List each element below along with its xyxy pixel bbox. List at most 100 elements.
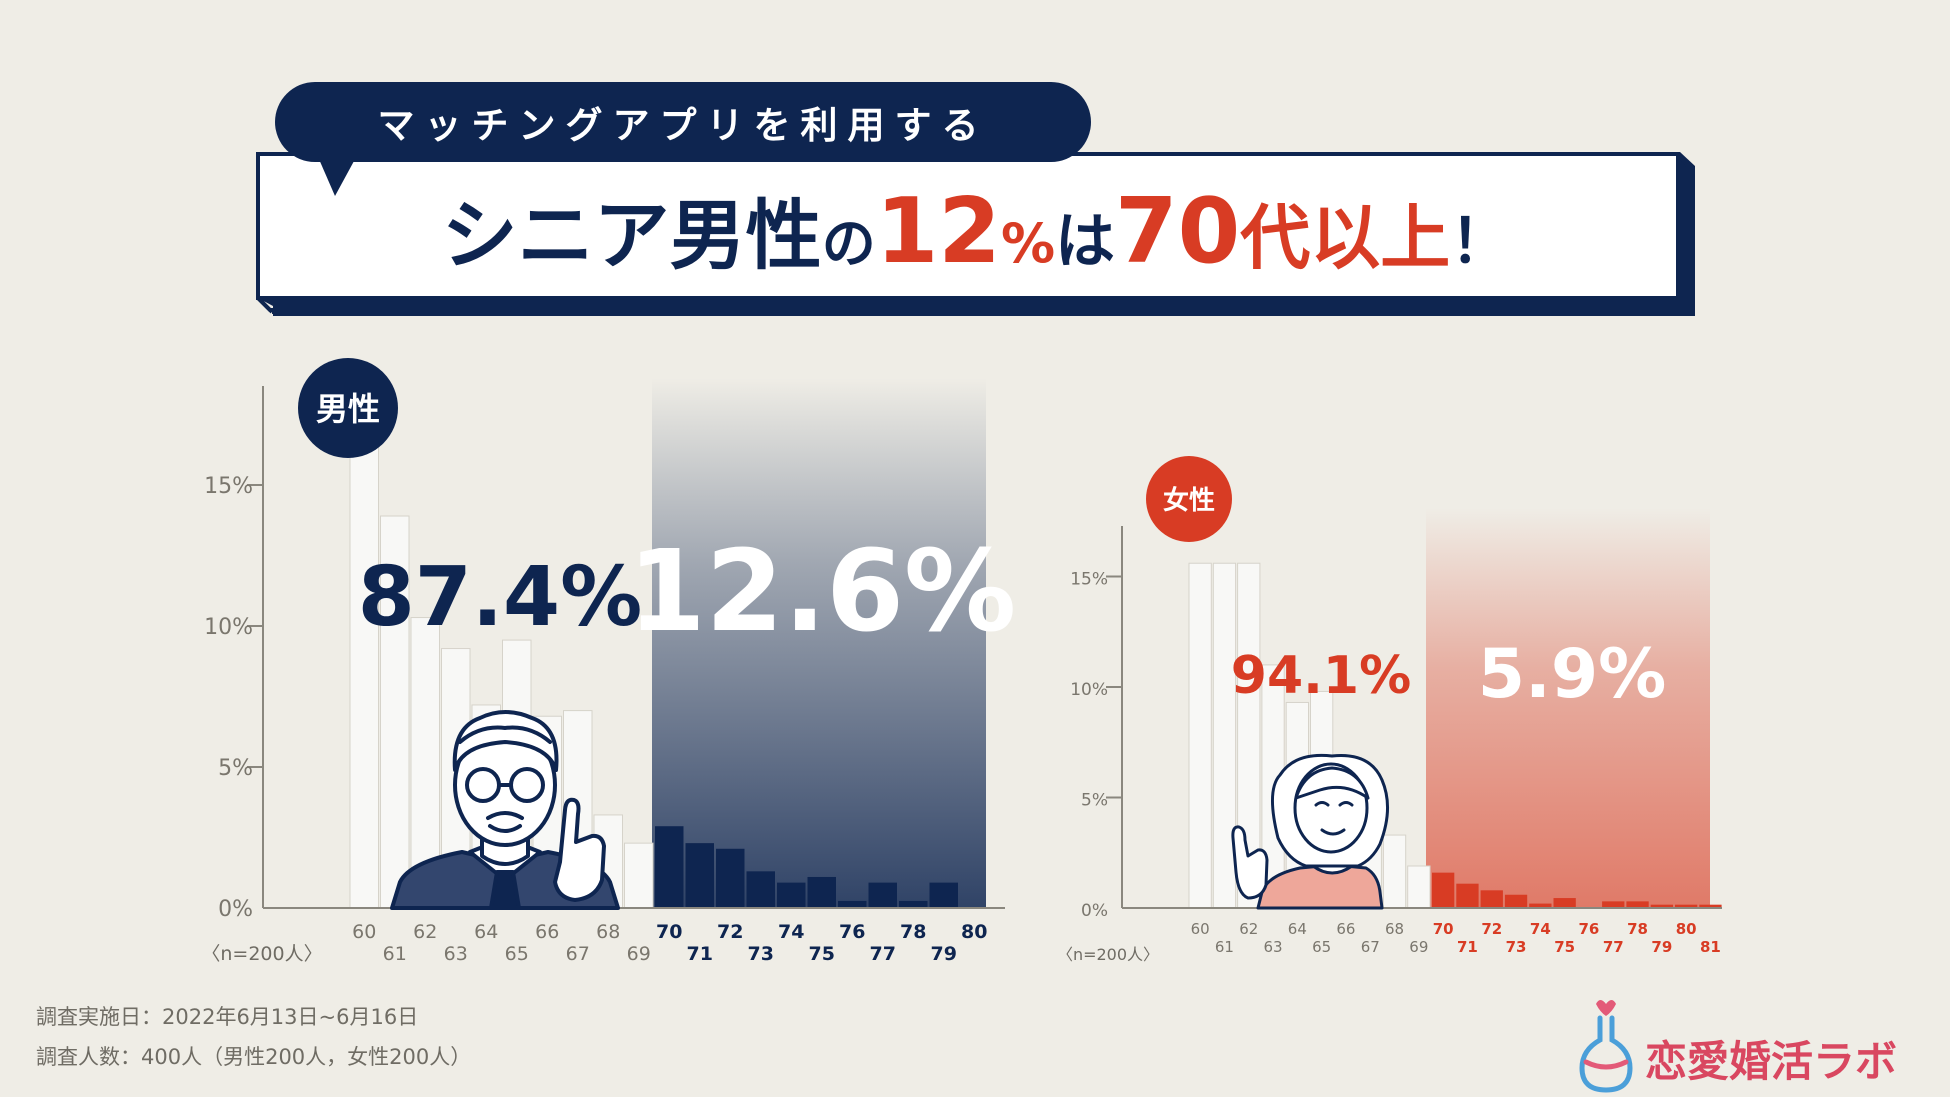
male-bar-60	[349, 442, 379, 909]
female-bar-80	[1675, 904, 1698, 908]
male-x-tick-label: 78	[900, 921, 926, 943]
male-label-badge	[298, 358, 398, 458]
male-x-tick-label: 67	[566, 943, 590, 965]
female-bar-72	[1480, 890, 1503, 908]
female-y-tick-label: 0%	[1081, 901, 1108, 921]
female-label: 女性	[1163, 485, 1215, 516]
male-x-tick-label: 76	[839, 921, 865, 943]
speech-bubble: マッチングアプリを利用する	[275, 82, 1091, 196]
male-x-tick-label: 61	[383, 943, 407, 965]
male-x-tick-label: 60	[352, 921, 376, 943]
female-bar-73	[1504, 894, 1528, 908]
female-x-tick-label: 68	[1385, 920, 1404, 938]
female-bar-69	[1407, 865, 1431, 909]
male-y-tick-label: 0%	[218, 897, 253, 922]
female-bar-70	[1432, 872, 1455, 908]
male-x-tick-label: 77	[870, 943, 896, 965]
female-x-tick-label: 72	[1481, 920, 1502, 938]
male-bar-69	[624, 842, 654, 909]
male-x-tick-label: 65	[505, 943, 529, 965]
female-x-tick-label: 62	[1239, 920, 1258, 938]
male-70plus-band	[652, 378, 986, 908]
male-share-under-70: 87.4%	[358, 550, 642, 645]
female-x-tick-label: 60	[1191, 920, 1210, 938]
male-bar-61	[380, 515, 410, 909]
female-bar-81	[1699, 904, 1722, 908]
male-x-tick-label: 75	[809, 943, 835, 965]
survey-date: 調査実施日：2022年6月13日~6月16日	[36, 1005, 418, 1029]
female-x-tick-label: 78	[1627, 920, 1648, 938]
female-y-tick-label: 10%	[1070, 680, 1108, 700]
female-x-tick-label: 79	[1651, 938, 1672, 956]
female-bar-77	[1602, 901, 1625, 908]
male-y-tick-label: 15%	[204, 474, 253, 499]
female-x-tick-label: 61	[1215, 938, 1234, 956]
female-x-tick-label: 81	[1700, 938, 1721, 956]
male-x-tick-label: 72	[717, 921, 743, 943]
female-bar-75	[1553, 898, 1576, 908]
male-x-tick-label: 63	[444, 943, 468, 965]
female-x-tick-label: 69	[1409, 938, 1428, 956]
male-y-tick-label: 10%	[204, 615, 253, 640]
male-x-tick-label: 69	[627, 943, 651, 965]
female-x-tick-label: 71	[1457, 938, 1478, 956]
title-box	[256, 152, 1680, 300]
male-x-tick-label: 79	[931, 943, 957, 965]
male-bar-71	[685, 843, 714, 908]
male-x-tick-label: 74	[778, 921, 804, 943]
female-x-tick-label: 63	[1264, 938, 1283, 956]
female-x-tick-label: 67	[1361, 938, 1380, 956]
male-sample-note: 〈n=200人〉	[201, 943, 322, 965]
male-bar-77	[868, 882, 897, 908]
male-x-tick-label: 70	[656, 921, 682, 943]
page-title: シニア男性の12%は70代以上！	[442, 179, 1511, 284]
female-bar-79	[1650, 904, 1673, 908]
male-bar-70	[655, 826, 684, 908]
female-x-tick-label: 65	[1312, 938, 1331, 956]
female-y-tick-label: 5%	[1081, 791, 1108, 811]
male-label: 男性	[316, 390, 380, 428]
female-x-tick-label: 74	[1530, 920, 1551, 938]
male-x-tick-label: 80	[961, 921, 987, 943]
female-x-tick-label: 77	[1603, 938, 1624, 956]
female-bar-61	[1212, 562, 1237, 909]
brand-name: 恋愛婚活ラボ	[1645, 1037, 1897, 1086]
male-x-tick-label: 66	[535, 921, 559, 943]
male-bar-74	[777, 882, 806, 908]
female-bar-68	[1382, 834, 1407, 909]
male-bar-76	[838, 900, 867, 908]
female-x-tick-label: 75	[1554, 938, 1575, 956]
female-x-tick-label: 64	[1288, 920, 1307, 938]
female-x-tick-label: 66	[1336, 920, 1355, 938]
female-share-70-plus: 5.9%	[1478, 635, 1667, 714]
female-bar-78	[1626, 901, 1649, 908]
female-share-under-70: 94.1%	[1231, 646, 1411, 706]
female-y-tick-label: 15%	[1070, 570, 1108, 590]
female-sample-note: 〈n=200人〉	[1057, 945, 1159, 964]
male-x-tick-label: 68	[596, 921, 620, 943]
male-bar-72	[716, 848, 745, 908]
male-x-tick-label: 73	[748, 943, 774, 965]
male-chart: 0%5%10%15% 60616263646566676869707172737…	[201, 358, 1016, 965]
male-bar-75	[807, 876, 836, 908]
female-x-tick-label: 80	[1676, 920, 1697, 938]
male-y-tick-label: 5%	[218, 756, 253, 781]
male-bar-78	[899, 900, 928, 908]
female-70plus-band	[1426, 508, 1710, 908]
female-bar-60	[1188, 562, 1212, 909]
female-label-badge	[1146, 456, 1232, 542]
senior-man-illustration	[390, 710, 620, 910]
male-x-tick-label: 71	[687, 943, 713, 965]
senior-woman-illustration	[1231, 753, 1390, 910]
female-x-tick-label: 76	[1579, 920, 1600, 938]
male-x-tick-label: 64	[474, 921, 498, 943]
bubble-text: マッチングアプリを利用する	[378, 104, 989, 147]
male-bar-79	[929, 882, 958, 908]
survey-count: 調査人数：400人（男性200人，女性200人）	[36, 1045, 471, 1069]
female-chart: 0%5%10%15% 60616263646566676869707172737…	[1057, 456, 1722, 964]
female-bar-74	[1529, 903, 1552, 908]
flask-heart-logo-icon	[1579, 1000, 1633, 1093]
female-x-tick-label: 73	[1506, 938, 1527, 956]
male-bar-73	[746, 871, 775, 908]
